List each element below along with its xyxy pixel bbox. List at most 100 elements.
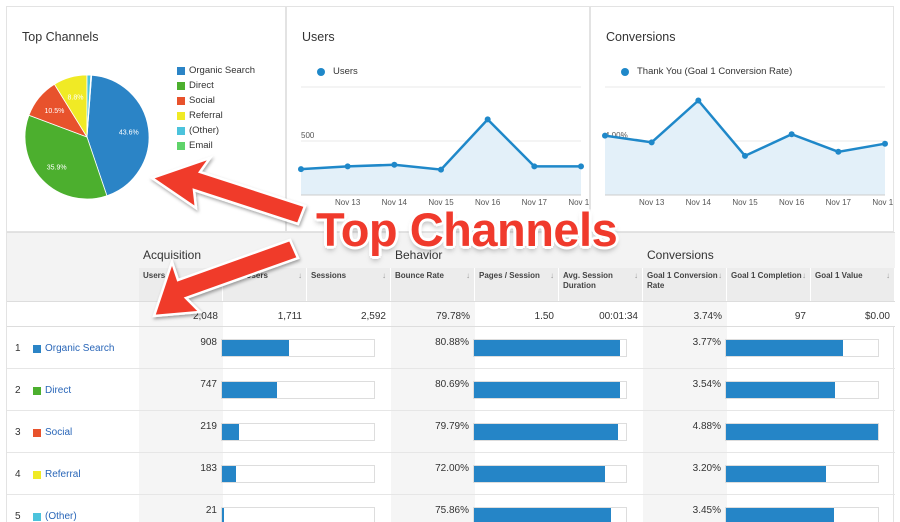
channel-link[interactable]: Social bbox=[45, 427, 73, 438]
data-point[interactable] bbox=[578, 163, 584, 170]
top-channels-panel: Top Channels 43.6% 35.9% 10.5% 8.8% Organic… bbox=[6, 6, 286, 232]
bounce-cell-bg bbox=[391, 369, 475, 410]
sort-icon[interactable]: ↓ bbox=[886, 271, 890, 280]
sort-icon[interactable]: ↓ bbox=[214, 271, 218, 280]
total-value: 00:01:34 bbox=[559, 301, 643, 327]
row-label: 2 Direct bbox=[15, 385, 71, 396]
column-header[interactable]: Avg. Session Duration ↓ bbox=[559, 268, 643, 301]
total-value: 2,592 bbox=[307, 301, 391, 327]
row-index: 4 bbox=[15, 469, 21, 480]
total-value: $0.00 bbox=[811, 301, 895, 327]
group-behavior: Behavior bbox=[395, 248, 443, 262]
data-point[interactable] bbox=[484, 116, 491, 123]
conversion-rate-bar-fill bbox=[726, 508, 834, 522]
users-bar-track bbox=[221, 339, 375, 357]
row-index: 2 bbox=[15, 385, 21, 396]
data-point[interactable] bbox=[695, 97, 702, 104]
data-point[interactable] bbox=[344, 163, 351, 170]
conv-cell-bg bbox=[643, 327, 727, 368]
channel-link[interactable]: Direct bbox=[45, 385, 72, 396]
x-tick-label: Nov 14 bbox=[382, 198, 408, 207]
label-column-header bbox=[7, 268, 139, 301]
pie-legend: Organic Search Direct Social Referral (Other… bbox=[177, 63, 255, 153]
column-header-label: Goal 1 Completion bbox=[731, 271, 802, 280]
bounce-cell-bg bbox=[391, 411, 475, 452]
bounce-rate-bar-fill bbox=[474, 508, 611, 522]
sort-icon[interactable]: ↓ bbox=[466, 271, 470, 280]
channel-link[interactable]: Organic Search bbox=[45, 343, 115, 354]
conv-cell-bg bbox=[643, 411, 727, 452]
data-point[interactable] bbox=[788, 131, 795, 138]
conversion-rate-bar-fill bbox=[726, 466, 827, 482]
x-tick-label: Nov 16 bbox=[475, 198, 501, 207]
legend-item: Organic Search bbox=[177, 63, 255, 78]
column-header[interactable]: Goal 1 Conversion Rate ↓ bbox=[643, 268, 727, 301]
data-point[interactable] bbox=[438, 166, 444, 173]
pie-slice[interactable] bbox=[24, 114, 108, 200]
legend-label: Social bbox=[189, 95, 215, 106]
legend-swatch-icon bbox=[177, 96, 185, 105]
column-header-label: Avg. Session Duration bbox=[563, 271, 613, 290]
sort-icon[interactable]: ↓ bbox=[550, 271, 554, 280]
users-cell-bg bbox=[139, 453, 223, 494]
total-value: 97 bbox=[727, 301, 811, 327]
users-cell-bg bbox=[139, 369, 223, 410]
row-index: 1 bbox=[15, 343, 21, 354]
column-header[interactable]: Users ↓ bbox=[139, 268, 223, 301]
data-point[interactable] bbox=[298, 166, 304, 173]
legend-swatch-icon bbox=[177, 126, 185, 135]
table-row[interactable] bbox=[7, 327, 895, 369]
legend-swatch-icon bbox=[177, 66, 185, 75]
sort-icon[interactable]: ↓ bbox=[802, 271, 806, 280]
sort-icon[interactable]: ↓ bbox=[298, 271, 302, 280]
users-line-chart: 500 1,000 Nov 13 Nov 14 Nov 15 Nov 16 Nov 17 No… bbox=[298, 85, 589, 207]
pie-slice-label: 35.9% bbox=[47, 164, 67, 171]
bounce-rate-value: 72.00% bbox=[435, 463, 469, 474]
data-point[interactable] bbox=[391, 161, 398, 168]
users-cell-bg bbox=[139, 327, 223, 368]
column-header[interactable]: Pages / Session ↓ bbox=[475, 268, 559, 301]
legend-swatch-icon bbox=[177, 81, 185, 90]
pie-slice-label: 43.6% bbox=[119, 130, 139, 137]
column-header[interactable]: New Users ↓ bbox=[223, 268, 307, 301]
x-tick-label: Nov 14 bbox=[686, 198, 712, 207]
sort-icon[interactable]: ↓ bbox=[634, 271, 638, 280]
column-header[interactable]: Bounce Rate ↓ bbox=[391, 268, 475, 301]
y-tick-label: 1,000 bbox=[301, 85, 322, 86]
x-tick-label: Nov 13 bbox=[639, 198, 665, 207]
data-point[interactable] bbox=[742, 152, 748, 159]
data-point[interactable] bbox=[531, 163, 538, 170]
conv-cell-bg bbox=[643, 369, 727, 410]
conversions-title: Conversions bbox=[606, 30, 676, 44]
pie-slice[interactable] bbox=[86, 74, 150, 197]
legend-item: (Other) bbox=[177, 123, 255, 138]
data-point[interactable] bbox=[882, 140, 888, 147]
data-point[interactable] bbox=[835, 148, 842, 155]
x-tick-label: Nov 17 bbox=[826, 198, 852, 207]
total-value: 2,048 bbox=[139, 301, 223, 327]
table-row[interactable] bbox=[7, 411, 895, 453]
column-header-label: Pages / Session bbox=[479, 271, 540, 280]
channel-swatch-icon bbox=[33, 386, 41, 395]
users-series-legend: Users bbox=[317, 66, 358, 77]
sort-icon[interactable]: ↓ bbox=[382, 271, 386, 280]
table-row[interactable] bbox=[7, 453, 895, 495]
column-header-label: Goal 1 Conversion Rate bbox=[647, 271, 718, 290]
column-header[interactable]: Goal 1 Value ↓ bbox=[811, 268, 895, 301]
bounce-rate-bar-track bbox=[473, 339, 627, 357]
users-bar-fill bbox=[222, 508, 224, 522]
column-header[interactable]: Sessions ↓ bbox=[307, 268, 391, 301]
data-point[interactable] bbox=[602, 132, 608, 139]
data-point[interactable] bbox=[648, 139, 655, 146]
x-tick-label: Nov 13 bbox=[335, 198, 361, 207]
sort-icon[interactable]: ↓ bbox=[718, 271, 722, 280]
bounce-cell-bg bbox=[391, 495, 475, 522]
pie-slice[interactable] bbox=[86, 74, 93, 138]
channel-link[interactable]: (Other) bbox=[45, 511, 77, 522]
channel-link[interactable]: Referral bbox=[45, 469, 81, 480]
column-header[interactable]: Goal 1 Completion ↓ bbox=[727, 268, 811, 301]
bounce-rate-value: 80.69% bbox=[435, 379, 469, 390]
users-bar-track bbox=[221, 507, 375, 522]
table-row[interactable] bbox=[7, 369, 895, 411]
conversions-series-label: Thank You (Goal 1 Conversion Rate) bbox=[637, 66, 793, 77]
